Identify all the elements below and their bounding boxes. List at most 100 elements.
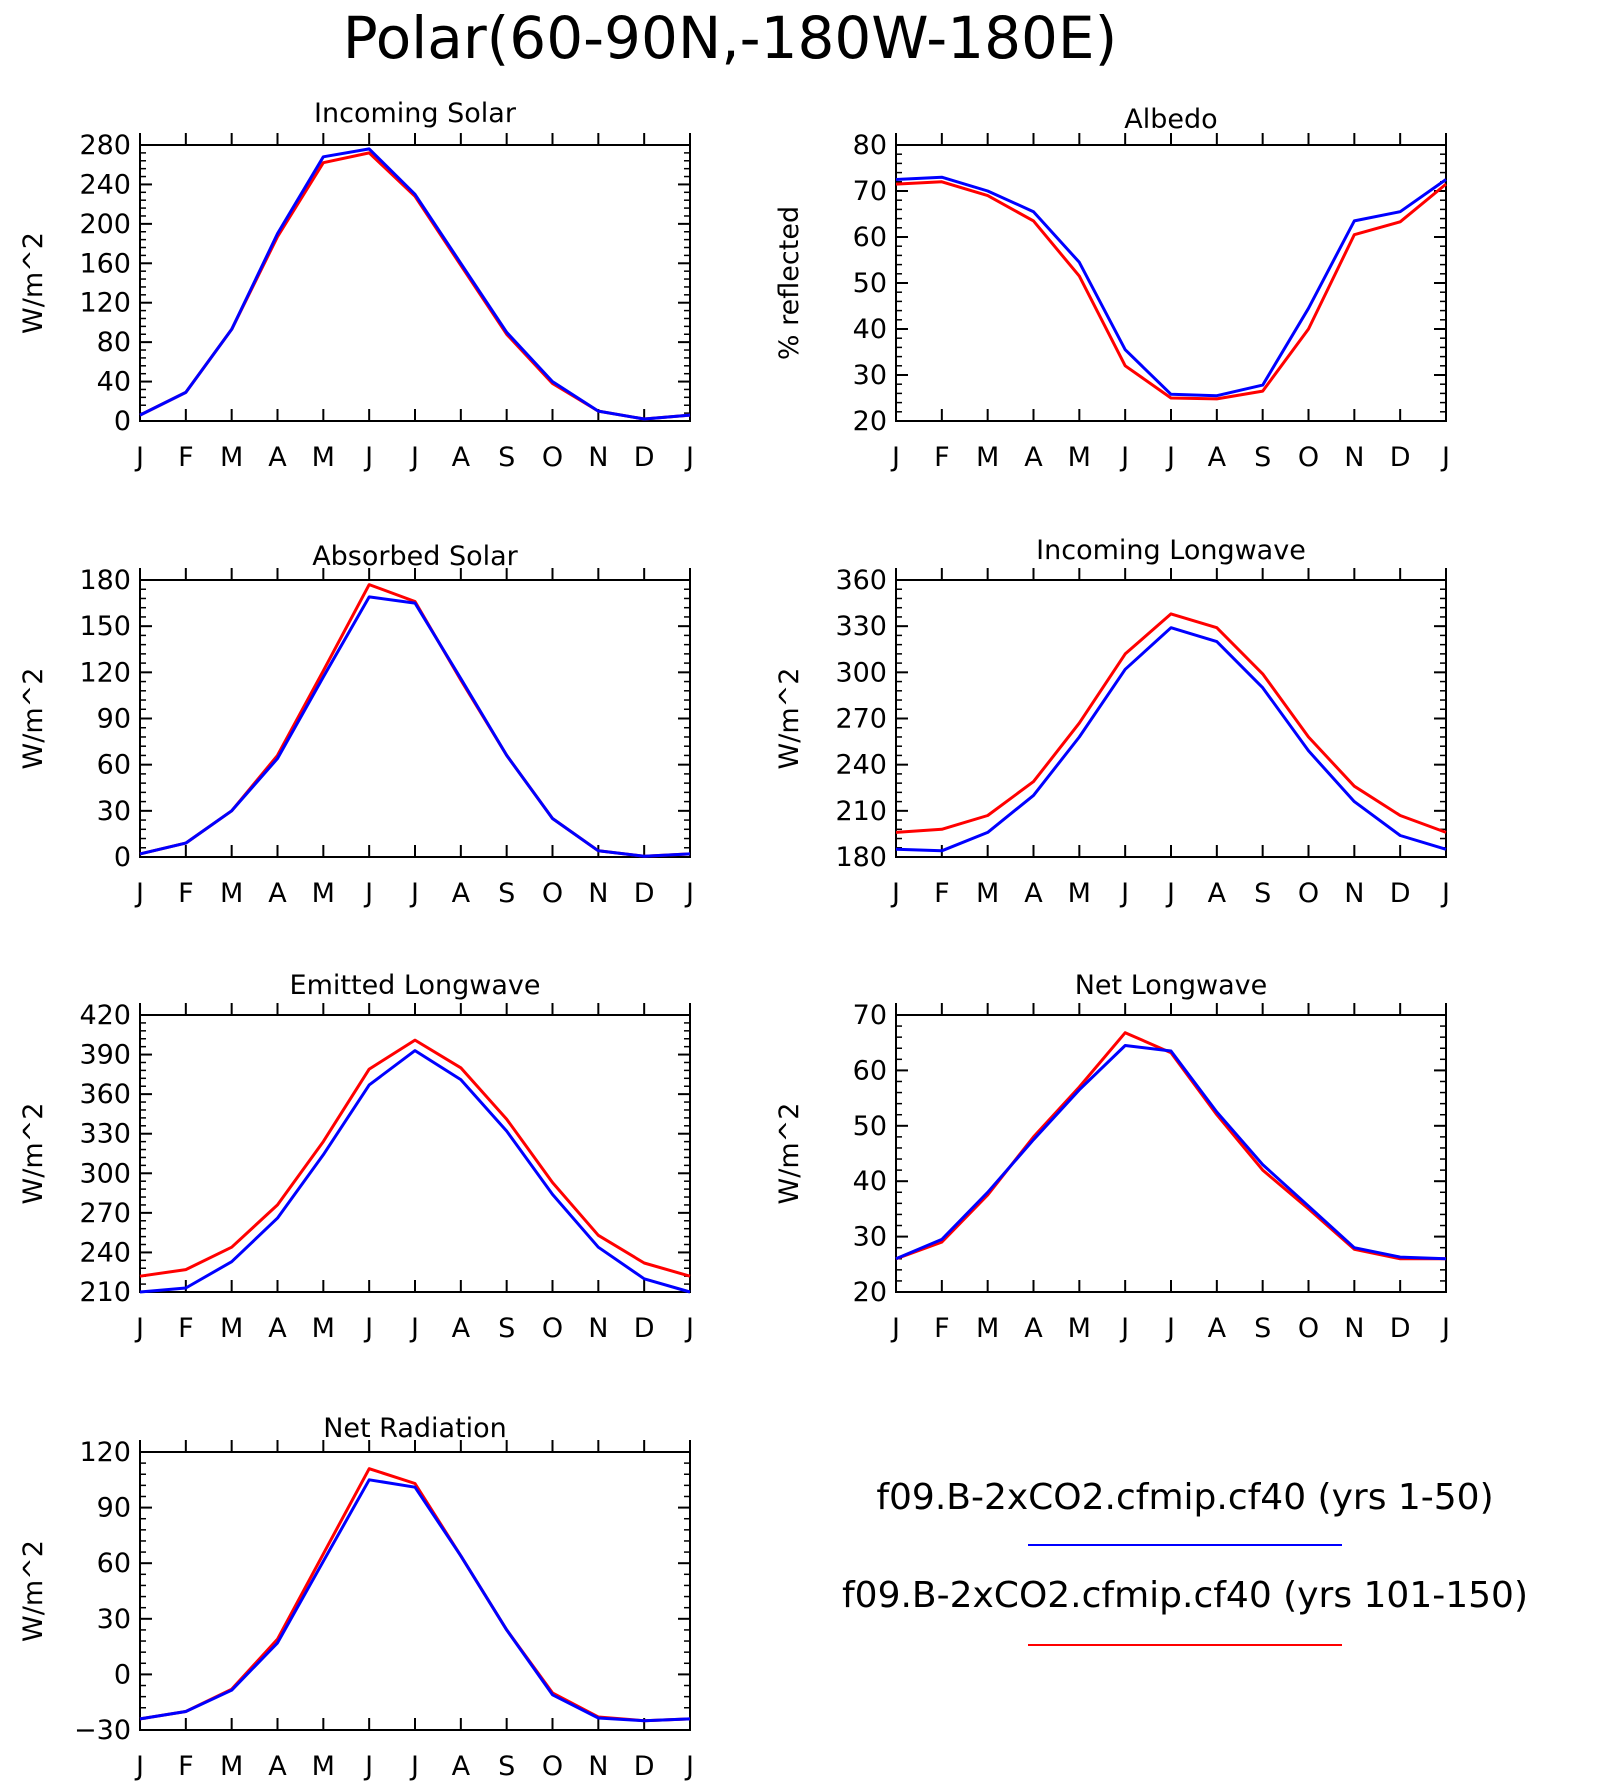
x-tick-label: D xyxy=(1390,878,1411,909)
y-tick-label: 80 xyxy=(853,130,887,161)
legend-label-series-a: f09.B-2xCO2.cfmip.cf40 (yrs 1-50) xyxy=(876,1477,1493,1518)
y-tick-label: 30 xyxy=(853,360,887,391)
x-tick-label: M xyxy=(976,878,999,909)
y-tick-label: 240 xyxy=(79,1237,131,1268)
x-tick-label: O xyxy=(542,1751,563,1782)
x-tick-label: M xyxy=(976,1313,999,1344)
y-tick-label: 50 xyxy=(853,1111,887,1142)
x-tick-label: N xyxy=(588,442,608,473)
y-tick-label: 210 xyxy=(79,1277,131,1308)
series-line-b xyxy=(139,1467,691,1723)
y-tick-label: 150 xyxy=(79,611,131,642)
x-tick-label: M xyxy=(220,1751,243,1782)
x-tick-label: A xyxy=(1024,878,1043,909)
y-tick-label: 70 xyxy=(853,176,887,207)
y-tick-label: 60 xyxy=(97,750,131,781)
x-tick-label: D xyxy=(634,1313,655,1344)
x-tick-label: J xyxy=(1440,442,1450,473)
x-tick-label: M xyxy=(220,878,243,909)
y-tick-label: 240 xyxy=(835,750,887,781)
panel-title: Incoming Solar xyxy=(314,98,517,129)
y-tick-label: 0 xyxy=(114,406,131,437)
x-tick-label: J xyxy=(1119,878,1129,909)
y-axis-label: % reflected xyxy=(774,206,805,360)
x-tick-label: F xyxy=(934,442,950,473)
x-tick-label: J xyxy=(890,442,900,473)
y-tick-label: 90 xyxy=(97,1493,131,1524)
x-tick-label: M xyxy=(312,1751,335,1782)
y-tick-label: 300 xyxy=(835,657,887,688)
y-axis-label: W/m^2 xyxy=(18,1540,49,1642)
x-tick-label: S xyxy=(498,1751,515,1782)
y-tick-label: 120 xyxy=(79,1437,131,1468)
x-tick-label: A xyxy=(452,1313,471,1344)
y-axis-label: W/m^2 xyxy=(18,668,49,770)
legend-label-series-b: f09.B-2xCO2.cfmip.cf40 (yrs 101-150) xyxy=(842,1575,1528,1616)
series-line-b xyxy=(139,1038,691,1278)
x-tick-label: J xyxy=(134,1751,144,1782)
x-tick-label: A xyxy=(268,1313,287,1344)
y-tick-label: 50 xyxy=(853,268,887,299)
x-tick-label: J xyxy=(363,442,373,473)
x-tick-label: M xyxy=(1068,878,1091,909)
series-line-a xyxy=(139,147,691,421)
chart-panels: Incoming SolarW/m^204080120160200240280J… xyxy=(18,98,1450,1782)
y-tick-label: 330 xyxy=(79,1119,131,1150)
x-tick-label: D xyxy=(1390,1313,1411,1344)
y-tick-label: 0 xyxy=(114,1659,131,1690)
x-tick-label: F xyxy=(178,442,194,473)
x-tick-label: N xyxy=(588,1313,608,1344)
x-tick-label: J xyxy=(409,442,419,473)
x-tick-label: A xyxy=(452,878,471,909)
x-tick-label: A xyxy=(452,1751,471,1782)
y-tick-label: 120 xyxy=(79,657,131,688)
x-tick-label: J xyxy=(684,1313,694,1344)
y-tick-label: 80 xyxy=(97,327,131,358)
x-tick-label: A xyxy=(268,442,287,473)
x-tick-label: D xyxy=(634,442,655,473)
x-tick-label: J xyxy=(1165,1313,1175,1344)
x-tick-label: J xyxy=(1119,1313,1129,1344)
x-tick-label: M xyxy=(976,442,999,473)
panel-title: Net Longwave xyxy=(1075,970,1268,1001)
x-tick-label: J xyxy=(890,1313,900,1344)
x-tick-label: M xyxy=(312,1313,335,1344)
x-tick-label: O xyxy=(1298,442,1319,473)
x-tick-label: M xyxy=(220,442,243,473)
chart-panel: Incoming Solar W/m^2 0 40 80 120 160 200 240 280 J… xyxy=(18,98,694,473)
x-tick-label: J xyxy=(363,878,373,909)
x-tick-label: M xyxy=(312,878,335,909)
x-tick-label: J xyxy=(409,1313,419,1344)
x-tick-label: J xyxy=(134,878,144,909)
series-line-b xyxy=(895,1031,1446,1261)
series-line-a xyxy=(139,595,691,858)
x-tick-label: O xyxy=(1298,878,1319,909)
y-tick-label: 90 xyxy=(97,704,131,735)
x-tick-label: S xyxy=(1254,442,1271,473)
x-tick-label: O xyxy=(542,878,563,909)
y-tick-label: 30 xyxy=(97,796,131,827)
x-tick-label: J xyxy=(134,442,144,473)
y-tick-label: 240 xyxy=(79,169,131,200)
y-tick-label: 40 xyxy=(853,1166,887,1197)
y-tick-label: 270 xyxy=(835,704,887,735)
plot-frame xyxy=(139,1451,691,1731)
figure-title: Polar(60-90N,-180W-180E) xyxy=(343,4,1117,72)
x-tick-label: O xyxy=(542,1313,563,1344)
x-tick-label: J xyxy=(134,1313,144,1344)
y-tick-label: 210 xyxy=(835,796,887,827)
series-line-a xyxy=(139,1478,691,1723)
series-line-b xyxy=(895,612,1447,834)
x-tick-label: J xyxy=(1165,442,1175,473)
x-tick-label: N xyxy=(588,1751,608,1782)
x-tick-label: J xyxy=(409,878,419,909)
x-tick-label: D xyxy=(1390,442,1411,473)
y-tick-label: 40 xyxy=(97,367,131,398)
series-line-a xyxy=(895,1044,1447,1261)
y-tick-label: 180 xyxy=(79,565,131,596)
y-tick-label: 20 xyxy=(853,406,887,437)
x-tick-label: J xyxy=(890,878,900,909)
y-tick-label: 200 xyxy=(79,209,131,240)
